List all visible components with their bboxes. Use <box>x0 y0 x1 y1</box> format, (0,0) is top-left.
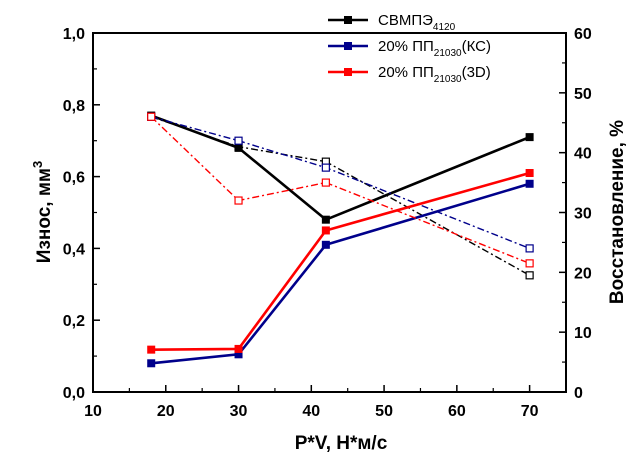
x-axis-title: P*V, Н*м/с <box>295 433 388 454</box>
series-layer <box>147 111 534 368</box>
svmpe-wear-line <box>150 114 531 222</box>
svmpe-legend-label: СВМПЭ4120 <box>378 12 456 33</box>
pp-3d-wear-point <box>525 169 534 178</box>
left-y-axis-title-text: Износ, мм <box>34 168 55 263</box>
pp-3d-recovery-point <box>147 112 156 121</box>
pp-3d-wear-line <box>151 171 530 351</box>
pp-ks-recovery-point <box>525 244 534 253</box>
pp-3d-legend-sub: 21030 <box>434 74 462 85</box>
left-y-tick-label: 0,4 <box>63 241 85 258</box>
left-y-axis-title-sup: 3 <box>30 161 45 168</box>
pp-3d-wear-point <box>234 344 243 353</box>
pp-ks-legend-sub: 21030 <box>434 48 462 59</box>
svmpe-legend-swatch-marker <box>344 16 352 24</box>
pp-3d-recovery-point <box>234 196 243 205</box>
right-y-tick-label: 20 <box>574 265 592 282</box>
pp-ks-legend-swatch-marker <box>344 42 352 50</box>
pp-ks-wear-line <box>151 182 530 365</box>
x-tick-label: 30 <box>230 403 248 420</box>
pp-ks-legend-main: 20% ПП <box>378 38 434 55</box>
right-y-tick-label: 10 <box>574 325 592 342</box>
pp-3d-recovery-point <box>525 259 534 268</box>
x-tick-label: 20 <box>157 403 175 420</box>
pp-3d-recovery-point <box>321 178 330 187</box>
x-tick-label: 10 <box>84 403 102 420</box>
right-y-axis-ticks: 0 10 20 30 40 50 60 <box>559 26 592 402</box>
svmpe-wear-point <box>321 215 330 224</box>
pp-ks-legend-tail: (КС) <box>462 38 491 55</box>
pp-3d-recovery-line <box>150 116 530 265</box>
pp-ks-recovery-point <box>321 163 330 172</box>
right-y-tick-label: 40 <box>574 146 592 163</box>
plot-area-border <box>92 32 567 393</box>
x-tick-label: 60 <box>448 403 466 420</box>
pp-3d-legend-swatch-marker <box>344 68 352 76</box>
svmpe-recovery-line <box>150 116 530 276</box>
left-y-tick-label: 0,6 <box>63 170 85 187</box>
pp-ks-recovery-line <box>151 116 530 250</box>
left-y-tick-label: 0,2 <box>63 313 85 330</box>
right-y-tick-label: 0 <box>574 385 583 402</box>
pp-3d-wear-point <box>321 226 330 235</box>
left-y-axis-ticks: 0,0 0,2 0,4 0,6 0,8 1,0 <box>63 26 100 402</box>
svmpe-legend-sub: 4120 <box>433 22 456 33</box>
svmpe-legend-main: СВМПЭ <box>378 12 433 29</box>
pp-3d-legend-label: 20% ПП21030(3D) <box>378 64 491 85</box>
pp-3d-wear-point <box>147 345 156 354</box>
plot-frame <box>92 32 567 393</box>
x-axis-ticks: 10 20 30 40 50 60 70 <box>84 385 567 420</box>
right-y-tick-label: 30 <box>574 206 592 223</box>
right-y-tick-label: 60 <box>574 26 592 43</box>
x-tick-label: 70 <box>521 403 539 420</box>
pp-ks-wear-point <box>525 179 534 188</box>
left-y-axis-title: Износ, мм3 <box>30 161 55 263</box>
pp-ks-wear-point <box>321 240 330 249</box>
svmpe-wear-point <box>234 143 243 152</box>
left-y-tick-label: 1,0 <box>63 26 85 43</box>
pp-3d-legend-main: 20% ПП <box>378 64 434 81</box>
svmpe-recovery-point <box>525 271 534 280</box>
left-y-tick-label: 0,8 <box>63 98 85 115</box>
svmpe-wear-point <box>525 133 534 142</box>
left-y-tick-label: 0,0 <box>63 385 85 402</box>
pp-ks-legend-label: 20% ПП21030(КС) <box>378 38 491 59</box>
x-tick-label: 40 <box>302 403 320 420</box>
x-tick-label: 50 <box>375 403 393 420</box>
pp-ks-wear-point <box>147 359 156 368</box>
pp-ks-wear-point <box>234 350 243 359</box>
pp-3d-legend-tail: (3D) <box>462 64 491 81</box>
right-y-tick-label: 50 <box>574 86 592 103</box>
right-y-axis-title: Восстановление, % <box>607 120 628 304</box>
pp-ks-recovery-point <box>234 136 243 145</box>
